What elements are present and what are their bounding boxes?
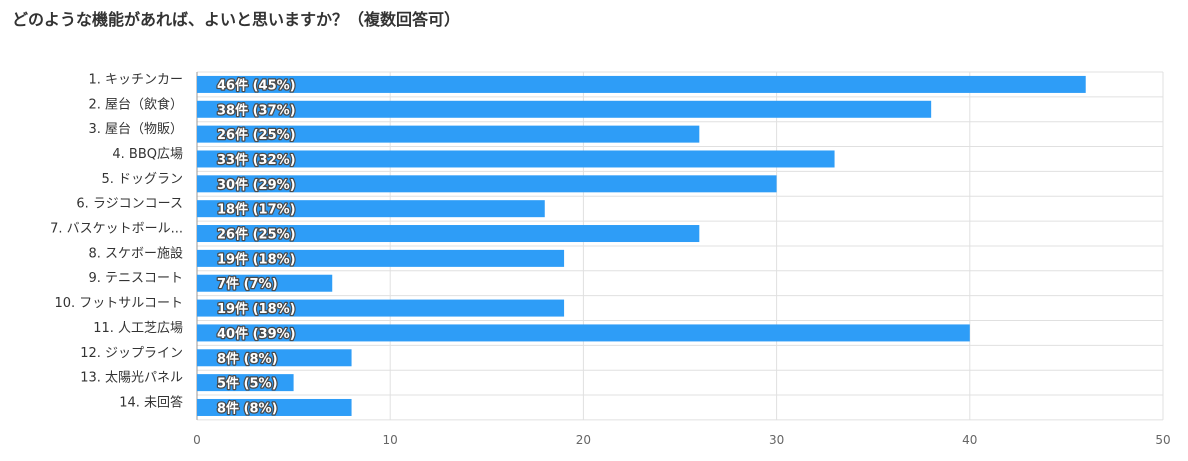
- bar: [197, 100, 932, 118]
- bar-data-label: 26件 (25%): [217, 227, 296, 243]
- x-tick-label: 10: [383, 433, 398, 447]
- grid-lines: [196, 71, 1164, 421]
- x-axis-ticks: 0 10 20 30 40 50: [193, 433, 1170, 447]
- category-label: 7. バスケットボール...: [50, 222, 183, 237]
- category-label: 3. 屋台（物販）: [88, 122, 183, 137]
- bar: [197, 299, 565, 317]
- bar-data-label: 46件 (45%): [217, 77, 296, 93]
- category-labels: 1. キッチンカー 2. 屋台（飲食） 3. 屋台（物販） 4. BBQ広場 5. ドッ…: [50, 72, 183, 410]
- bar-data-label: 19件 (18%): [217, 251, 296, 267]
- bar-data-label: 26件 (25%): [217, 127, 296, 143]
- category-label: 13. 太陽光パネル: [80, 371, 183, 386]
- category-label: 9. テニスコート: [88, 271, 183, 286]
- bar: [197, 200, 545, 218]
- bar: [197, 175, 777, 193]
- bar: [197, 125, 700, 143]
- bars: 46件 (45%) 38件 (37%) 26件 (25%) 33件 (32%) 30件 …: [197, 75, 1086, 418]
- x-tick-label: 40: [962, 433, 977, 447]
- x-tick-label: 0: [193, 433, 201, 447]
- x-tick-label: 50: [1155, 433, 1170, 447]
- bar-data-label: 5件 (5%): [217, 376, 278, 392]
- category-label: 5. ドッグラン: [101, 172, 183, 187]
- bar-data-label: 30件 (29%): [217, 177, 296, 193]
- chart-title: どのような機能があれば、よいと思いますか？（複数回答可）: [12, 10, 461, 29]
- category-label: 12. ジップライン: [80, 346, 183, 361]
- bar: [197, 374, 294, 392]
- bar: [197, 225, 700, 243]
- category-label: 14. 未回答: [119, 394, 183, 410]
- bar-data-label: 40件 (39%): [217, 326, 296, 342]
- bar-data-label: 8件 (8%): [217, 400, 278, 416]
- bar: [197, 150, 835, 168]
- bar: [197, 324, 970, 342]
- category-label: 10. フットサルコート: [54, 296, 183, 311]
- category-label: 8. スケボー施設: [88, 245, 183, 261]
- bar: [197, 249, 565, 267]
- category-label: 11. 人工芝広場: [93, 320, 183, 336]
- bar-data-label: 7件 (7%): [217, 276, 278, 292]
- category-label: 2. 屋台（飲食）: [88, 96, 183, 112]
- bar: [197, 398, 352, 416]
- category-label: 4. BBQ広場: [112, 147, 183, 162]
- bar-data-label: 38件 (37%): [217, 102, 296, 118]
- category-label: 1. キッチンカー: [88, 72, 183, 87]
- bar: [197, 75, 1086, 93]
- x-tick-label: 20: [576, 433, 591, 447]
- category-label: 6. ラジコンコース: [76, 197, 183, 212]
- bar-data-label: 33件 (32%): [217, 152, 296, 168]
- bar: [197, 349, 352, 367]
- x-tick-label: 30: [769, 433, 784, 447]
- bar-data-label: 8件 (8%): [217, 351, 278, 367]
- bar-data-label: 18件 (17%): [217, 202, 296, 218]
- bar-data-label: 19件 (18%): [217, 301, 296, 317]
- bar: [197, 274, 333, 292]
